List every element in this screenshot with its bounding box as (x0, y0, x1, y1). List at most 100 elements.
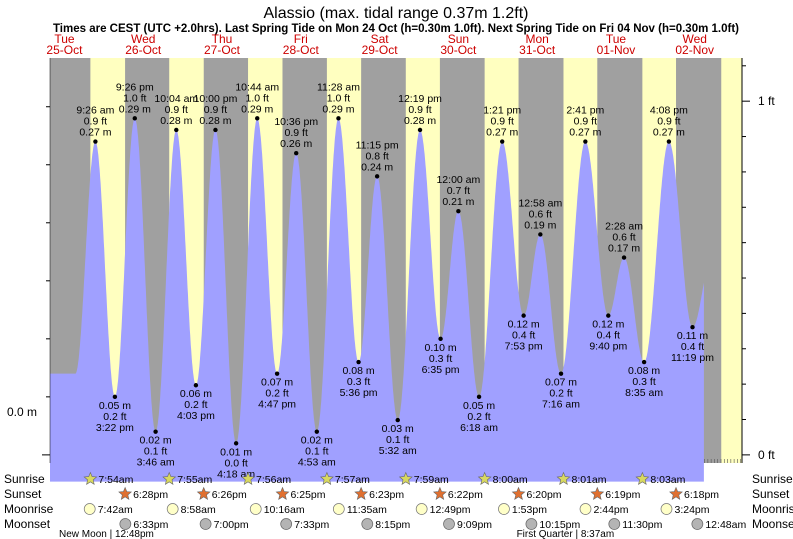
extreme-label-line: 0.9 ft (408, 104, 431, 116)
moonrise-time: 12:49pm (430, 504, 471, 516)
day-labels: Tue25-OctWed26-OctThu27-OctFri28-OctSat2… (46, 32, 714, 57)
tide-extremes: 9:26 am0.9 ft0.27 m0.05 m0.2 ft3:22 pm9:… (76, 81, 714, 480)
high-tide-marker: 9:26 pm1.0 ft0.29 m (116, 81, 154, 121)
y-axis-zero-label: 0.0 m (7, 405, 37, 419)
extreme-label-line: 8:35 am (625, 387, 663, 399)
sunset-icon (432, 486, 447, 500)
extreme-label-line: 0.2 ft (467, 411, 490, 423)
low-tide-marker: 0.07 m0.2 ft7:16 am (542, 371, 580, 411)
day-name-label: Wed (682, 32, 706, 46)
extreme-label-line: 0.3 ft (347, 376, 370, 388)
extreme-label-line: 0.28 m (199, 115, 231, 127)
day-name-label: Mon (525, 32, 548, 46)
extreme-label-line: 0.2 ft (184, 399, 207, 411)
row-label-right: Sunset (752, 487, 790, 501)
extreme-label-line: 0.12 m (592, 319, 624, 331)
high-tide-marker: 12:58 am0.6 ft0.19 m (518, 197, 562, 237)
extreme-label-line: 2:28 am (605, 221, 643, 233)
high-tide-marker: 10:00 pm0.9 ft0.28 m (194, 93, 238, 133)
extreme-label-line: 4:47 pm (258, 399, 296, 411)
day-date-label: 02-Nov (675, 43, 714, 57)
extreme-label-line: 0.29 m (241, 103, 273, 115)
extreme-point (356, 359, 361, 365)
extreme-label-line: 0.21 m (442, 196, 474, 208)
day-date-label: 27-Oct (204, 43, 241, 57)
extreme-label-line: 9:26 pm (116, 81, 154, 93)
extreme-label-line: 0.24 m (361, 161, 393, 173)
chart-title: Alassio (max. tidal range 0.37m 1.2ft) (263, 5, 528, 22)
moonset-icon (525, 518, 538, 530)
axes: 0.0 m 0 ft 1 ft (7, 58, 775, 463)
moonrise-time: 8:58am (181, 504, 216, 516)
high-tide-marker: 10:44 am1.0 ft0.29 m (235, 81, 279, 121)
moonrise-time: 10:16am (264, 504, 305, 516)
extreme-label-line: 12:58 am (518, 197, 562, 209)
sunrise-time: 7:55am (177, 474, 212, 486)
moonset-icon (119, 518, 132, 530)
extreme-point (621, 255, 627, 260)
extreme-label-line: 0.28 m (160, 115, 192, 127)
moonrise-icon (83, 503, 96, 515)
extreme-point (193, 383, 199, 388)
extreme-label-line: 11:28 am (317, 81, 360, 93)
sunrise-time: 7:54am (98, 474, 133, 486)
moonset-time: 8:15pm (375, 519, 410, 531)
day-date-label: 31-Oct (519, 43, 556, 57)
moonset-icon (608, 518, 621, 530)
extreme-label-line: 3:46 am (137, 457, 175, 469)
sunset-icon (118, 486, 133, 500)
extreme-label-line: 0.11 m (677, 330, 709, 342)
extreme-label-line: 9:40 pm (589, 341, 627, 353)
extreme-label-line: 7:53 pm (505, 341, 543, 353)
high-tide-marker: 2:28 am0.6 ft0.17 m (605, 221, 643, 260)
low-tide-marker: 0.10 m0.3 ft6:35 pm (422, 336, 460, 376)
day-date-label: 25-Oct (46, 43, 83, 57)
sunrise-time: 7:56am (256, 474, 291, 486)
extreme-point (666, 139, 672, 144)
extreme-point (583, 139, 588, 144)
chart-subtitle: Times are CEST (UTC +2.0hrs). Last Sprin… (53, 23, 739, 35)
moonset-icon (691, 518, 704, 530)
low-tide-marker: 0.05 m0.2 ft6:18 am (460, 394, 498, 434)
sunrise-icon (83, 471, 98, 485)
extreme-point (274, 371, 280, 376)
extreme-label-line: 0.27 m (79, 127, 111, 139)
extreme-label-line: 0.9 ft (491, 116, 514, 128)
row-label-right: Moonrise (752, 502, 793, 516)
low-tide-marker: 0.08 m0.3 ft8:35 am (625, 359, 663, 399)
extreme-point (93, 139, 98, 144)
sunset-icon (511, 486, 526, 500)
sunrise-time: 8:00am (493, 474, 528, 486)
moon-phase-label: First Quarter | 8:37am (517, 529, 615, 539)
extreme-label-line: 0.08 m (343, 365, 375, 377)
sunrise-time: 8:03am (650, 474, 685, 486)
extreme-label-line: 0.27 m (653, 127, 685, 139)
moonrise-icon (332, 503, 345, 515)
extreme-label-line: 3:22 pm (96, 422, 134, 434)
moonrise-icon (579, 503, 592, 515)
high-tide-marker: 10:36 pm0.9 ft0.26 m (274, 116, 318, 156)
sunrise-time: 8:01am (571, 474, 606, 486)
extreme-point (213, 127, 218, 133)
sunset-icon (669, 486, 683, 500)
extreme-label-line: 0.9 ft (84, 116, 107, 128)
extreme-label-line: 0.1 ft (305, 446, 328, 458)
sunset-time: 6:22pm (448, 489, 483, 501)
sunrise-icon (556, 471, 571, 485)
sunset-time: 6:19pm (605, 489, 640, 501)
extreme-point (499, 139, 505, 144)
extreme-label-line: 0.29 m (322, 103, 354, 115)
extreme-label-line: 0.19 m (524, 219, 556, 231)
extreme-label-line: 0.12 m (508, 319, 540, 331)
row-label-right: Sunrise (752, 472, 793, 486)
high-tide-marker: 12:00 am0.7 ft0.21 m (436, 174, 481, 214)
extreme-label-line: 1.0 ft (123, 92, 146, 104)
sunrise-time: 7:57am (335, 474, 370, 486)
sunset-time: 6:28pm (133, 489, 168, 501)
extreme-point (374, 174, 380, 179)
extreme-label-line: 0.28 m (404, 115, 436, 127)
high-tide-marker: 4:08 pm0.9 ft0.27 m (650, 105, 688, 144)
extreme-point (476, 394, 482, 400)
